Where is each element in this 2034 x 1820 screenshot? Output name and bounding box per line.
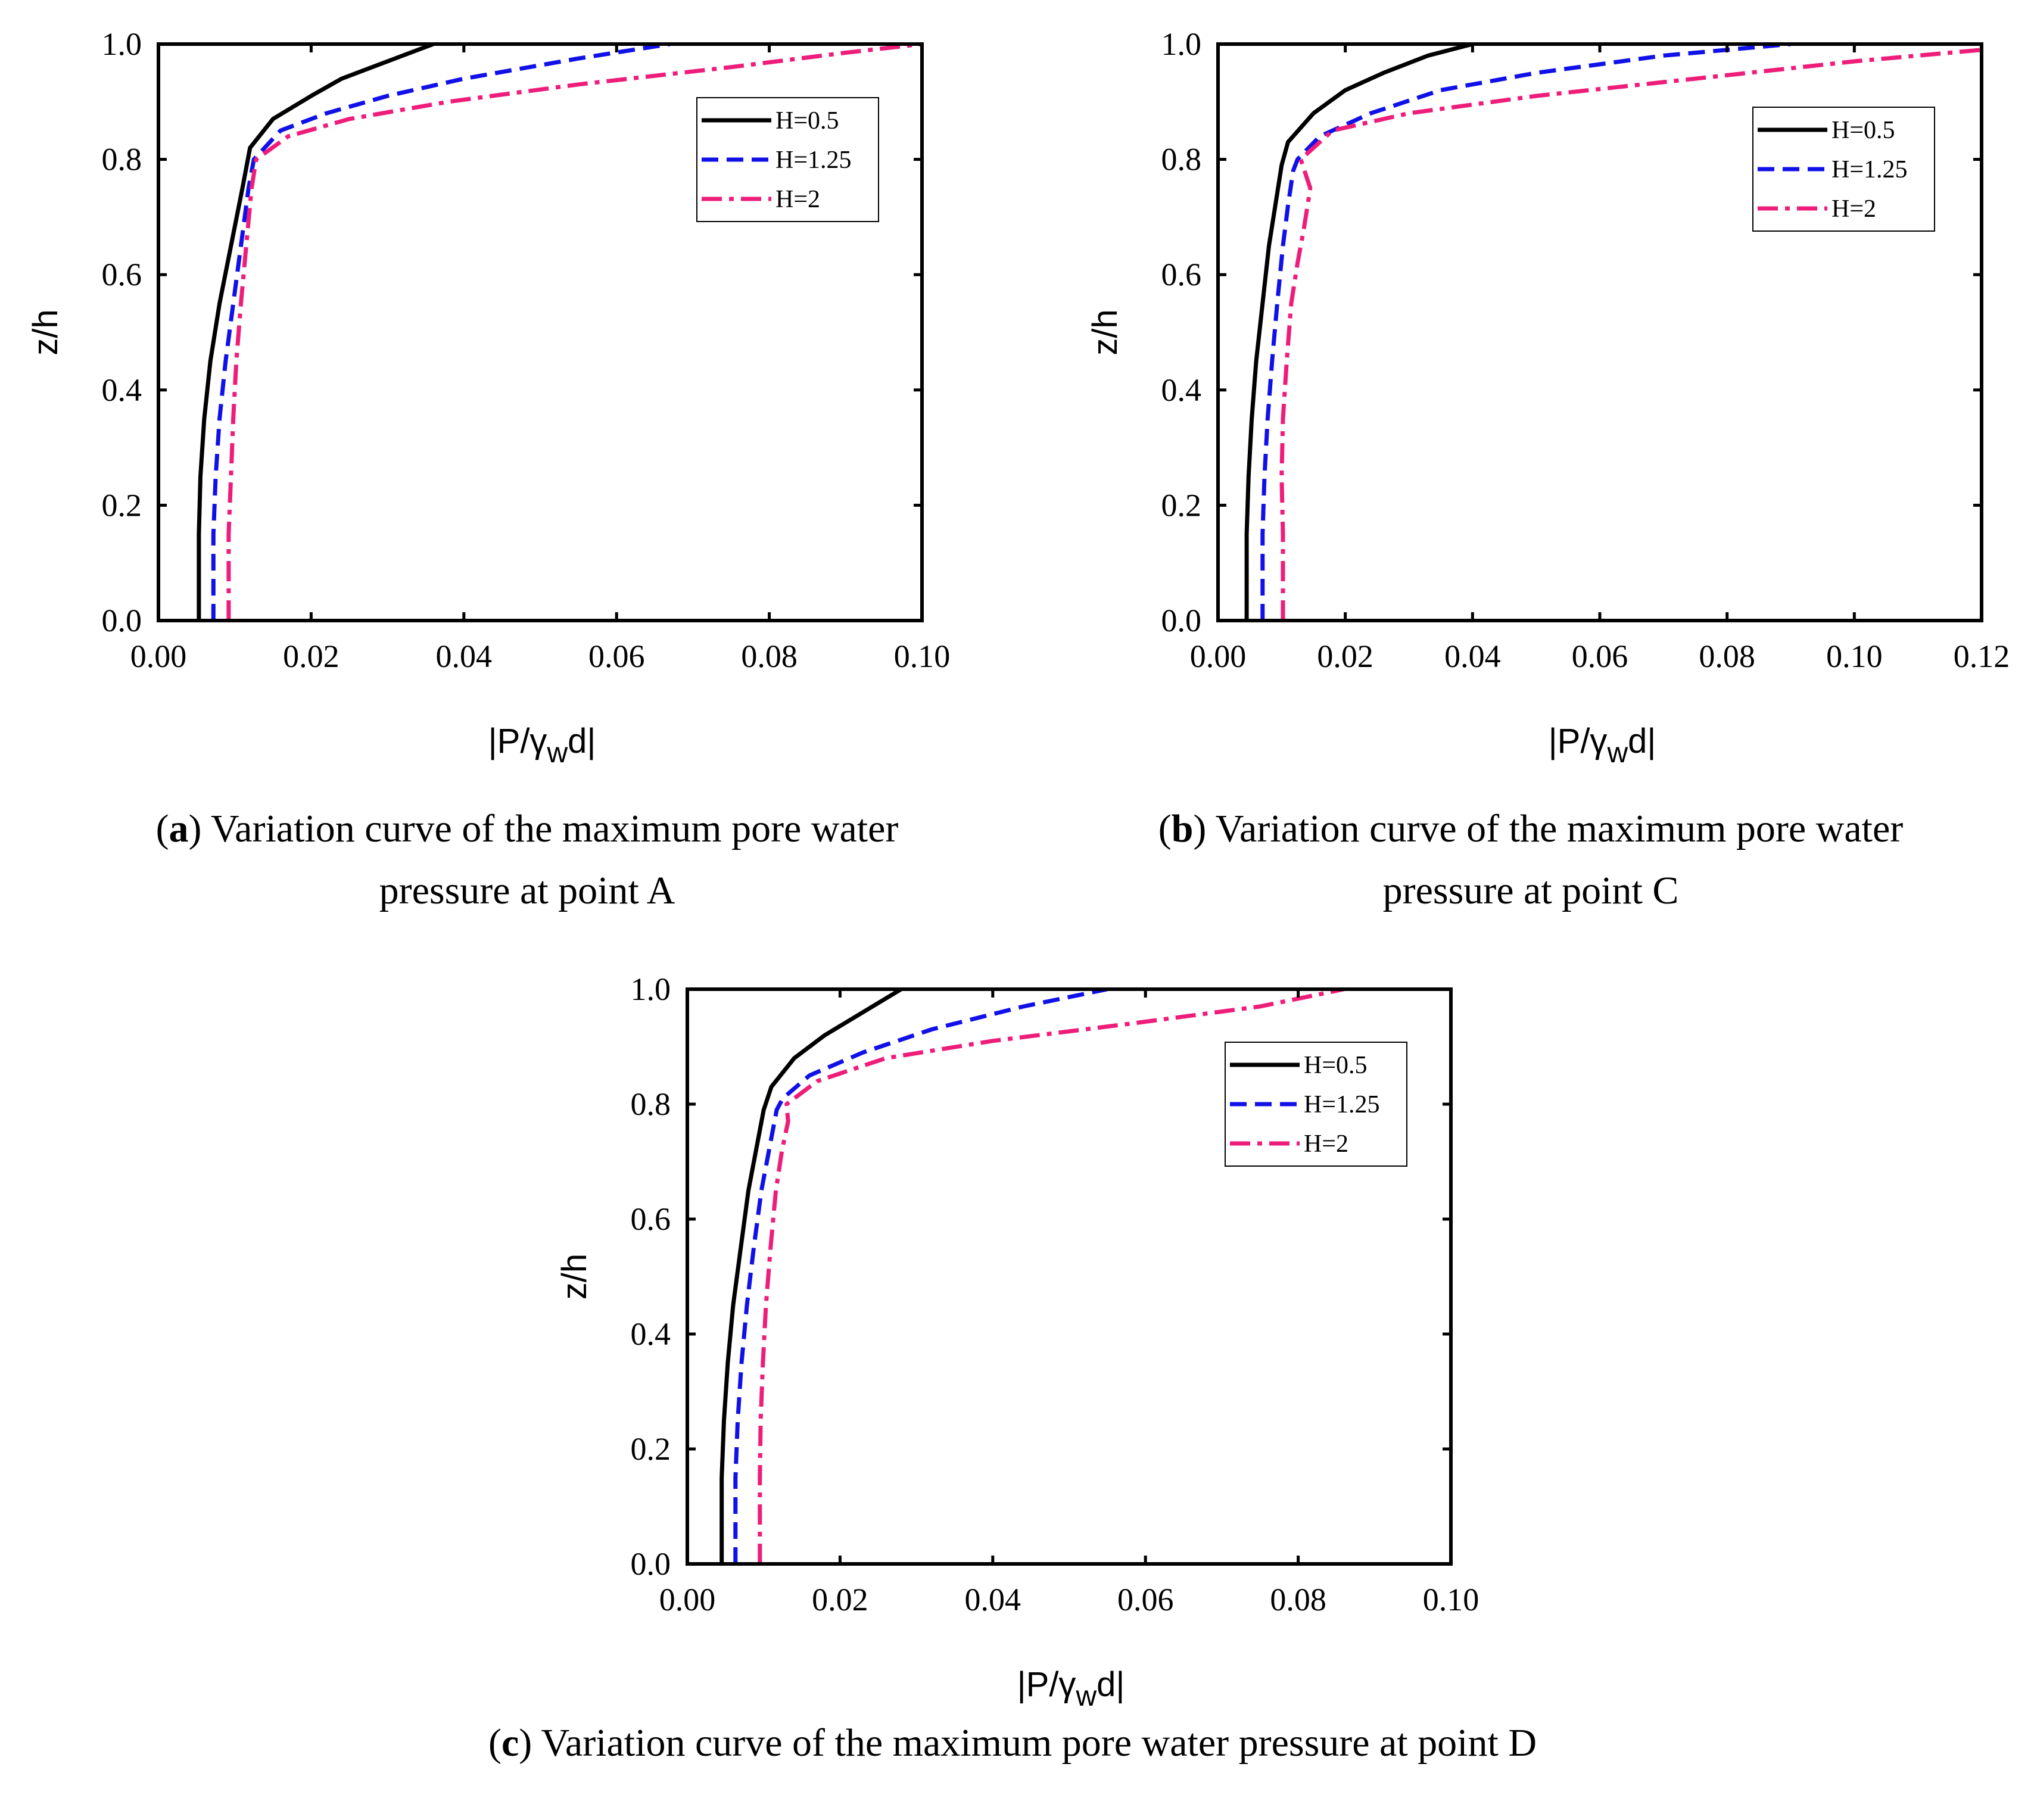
x-tick-label: 0.06: [1572, 638, 1628, 674]
x-tick-label: 0.08: [1699, 638, 1755, 674]
series-line-H=0.5: [1244, 44, 1474, 621]
x-tick-label: 0.10: [894, 638, 951, 674]
y-tick-label: 0.0: [102, 603, 142, 638]
y-tick-label: 1.0: [631, 971, 671, 1007]
caption-b-line1: ) Variation curve of the maximum pore wa…: [1193, 807, 1904, 850]
y-tick-label: 0.8: [631, 1086, 671, 1122]
series-line-H=0.5: [197, 44, 434, 621]
x-axis-label: |P/γwd|: [488, 722, 596, 769]
x-axis-label: |P/γwd|: [1549, 722, 1656, 769]
series-line-H=2: [226, 44, 922, 621]
x-tick-label: 0.06: [1117, 1582, 1174, 1618]
series-line-H=2: [1279, 48, 1982, 621]
x-tick-label: 0.10: [1423, 1582, 1479, 1618]
series-line-H=1.25: [1260, 44, 1791, 621]
legend-label: H=2: [1304, 1130, 1348, 1158]
plot-frame: [686, 987, 1453, 1566]
legend-label: H=1.25: [1831, 156, 1908, 183]
y-tick-label: 0.4: [1161, 372, 1202, 408]
plot-frame: [157, 42, 924, 622]
caption-a-line2: pressure at point A: [379, 869, 675, 912]
y-tick-label: 0.0: [631, 1546, 671, 1582]
caption-a: (a) Variation curve of the maximum pore …: [155, 807, 899, 912]
chart-panel-3: 0.00 0.02 0.04 0.06 0.08 0.10 0.0 0.2 0.4 0.6 0.8 1…: [555, 971, 1479, 1712]
y-tick-label: 0.8: [1161, 142, 1202, 177]
x-tick-label: 0.08: [1270, 1582, 1326, 1618]
legend-label: H=2: [775, 186, 820, 213]
y-tick-label: 0.4: [631, 1316, 671, 1352]
caption-a-letter: a: [169, 807, 189, 850]
series-line-H=0.5: [719, 989, 902, 1564]
y-tick-label: 0.0: [1161, 603, 1202, 638]
caption-c-letter: c: [501, 1721, 519, 1765]
y-tick-label: 0.4: [102, 372, 142, 408]
series-line-H=1.25: [211, 44, 671, 621]
caption-c-line1: ) Variation curve of the maximum pore wa…: [519, 1721, 1537, 1765]
y-tick-label: 0.6: [631, 1201, 671, 1237]
x-tick-label: 0.00: [1190, 638, 1247, 674]
y-tick-label: 0.2: [102, 487, 142, 523]
legend-label: H=1.25: [775, 147, 852, 174]
x-tick-label: 0.02: [812, 1582, 868, 1618]
x-tick-label: 0.08: [741, 638, 798, 674]
x-tick-label: 0.10: [1826, 638, 1883, 674]
legend-label: H=0.5: [775, 107, 839, 135]
x-tick-label: 0.02: [283, 638, 339, 674]
chart-panel-2: 0.00 0.02 0.04 0.06 0.08 0.10 0.12 0.0 0.2 0.4 0.6…: [1086, 26, 2010, 769]
x-axis-label: |P/γwd|: [1017, 1665, 1125, 1712]
x-tick-label: 0.12: [1954, 638, 2010, 674]
x-tick-label: 0.04: [965, 1582, 1021, 1618]
x-tick-label: 0.04: [1444, 638, 1501, 674]
series-line-H=2: [758, 989, 1345, 1564]
legend-label: H=2: [1831, 195, 1876, 223]
x-tick-label: 0.00: [130, 638, 187, 674]
y-tick-label: 1.0: [1161, 26, 1202, 62]
caption-a-line1: ) Variation curve of the maximum pore wa…: [188, 807, 899, 850]
legend-label: H=1.25: [1304, 1091, 1380, 1118]
chart-panel-1: 0.00 0.02 0.04 0.06 0.08 0.10 0.0 0.2 0.4 0.6 0.8 1…: [26, 26, 950, 769]
series-line-H=1.25: [733, 989, 1108, 1564]
y-tick-label: 0.2: [1161, 487, 1202, 523]
y-tick-label: 0.8: [102, 142, 142, 177]
x-tick-label: 0.02: [1317, 638, 1373, 674]
y-tick-label: 0.6: [102, 257, 142, 292]
x-tick-label: 0.06: [588, 638, 645, 674]
legend-label: H=0.5: [1304, 1052, 1368, 1079]
y-axis-label: z/h: [555, 1254, 594, 1299]
y-tick-label: 0.2: [631, 1431, 671, 1467]
x-tick-label: 0.04: [436, 638, 493, 674]
caption-b-letter: b: [1171, 807, 1194, 850]
caption-b: (b) Variation curve of the maximum pore …: [1158, 807, 1904, 912]
legend-label: H=0.5: [1831, 117, 1895, 144]
y-tick-label: 1.0: [102, 26, 142, 62]
caption-c: (c) Variation curve of the maximum pore …: [488, 1721, 1537, 1765]
y-tick-label: 0.6: [1161, 257, 1202, 292]
x-tick-label: 0.00: [659, 1582, 716, 1618]
y-axis-label: z/h: [1086, 309, 1125, 355]
caption-b-line2: pressure at point C: [1382, 869, 1679, 912]
y-axis-label: z/h: [26, 309, 65, 355]
